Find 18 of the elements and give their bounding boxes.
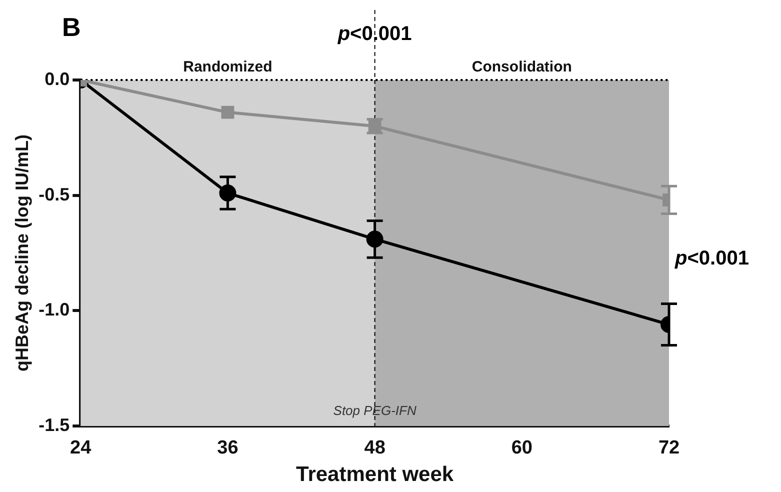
annotation: p<0.001 [674,248,749,270]
x-tick-label: 48 [364,438,386,459]
x-tick-label: 24 [70,438,92,459]
ref-line-label: Stop PEG-IFN [333,403,417,418]
annotation: p<0.001 [336,23,412,45]
x-tick-label: 72 [658,438,680,459]
x-tick-label: 60 [511,438,532,459]
band-label: Randomized [183,58,272,76]
y-axis-title: qHBeAg decline (log IU/mL) [12,134,32,372]
x-tick-label: 36 [217,438,238,459]
band-label: Consolidation [472,58,572,76]
text: B [62,12,81,42]
y-tick-label: -0.5 [38,184,70,204]
point [221,106,234,119]
y-tick-label: -1.0 [38,300,70,320]
x-axis-title: Treatment week [296,463,454,486]
y-tick-label: -1.5 [38,414,70,435]
y-tick-label: 0.0 [44,68,70,89]
